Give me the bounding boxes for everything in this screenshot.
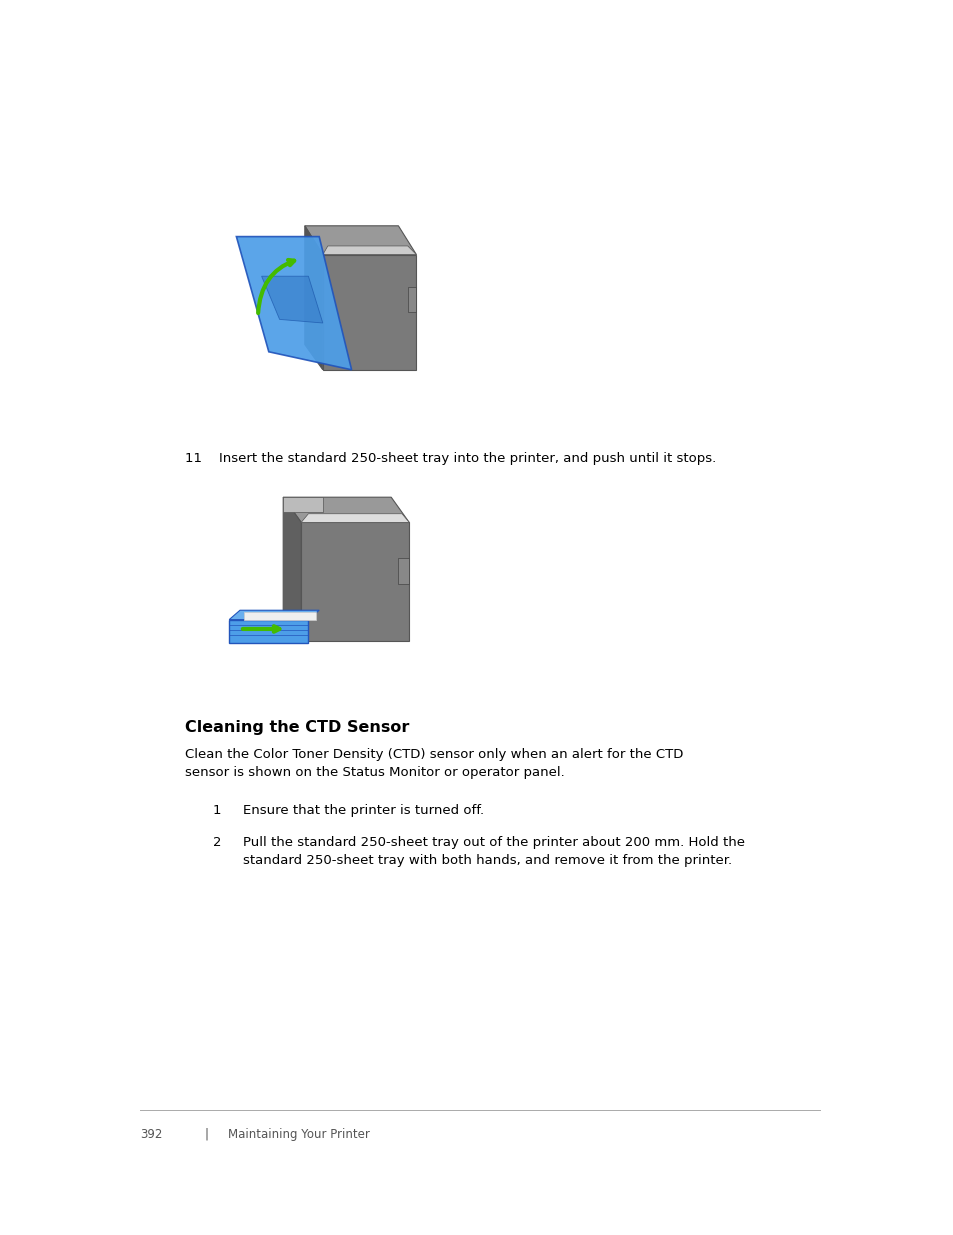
Text: Clean the Color Toner Density (CTD) sensor only when an alert for the CTD
sensor: Clean the Color Toner Density (CTD) sens… <box>185 748 682 779</box>
Polygon shape <box>229 610 319 620</box>
Bar <box>407 287 416 312</box>
Text: 392: 392 <box>140 1128 162 1141</box>
Polygon shape <box>301 514 409 522</box>
Polygon shape <box>304 226 322 369</box>
Polygon shape <box>304 226 416 254</box>
Polygon shape <box>243 611 315 620</box>
Text: 11    Insert the standard 250-sheet tray into the printer, and push until it sto: 11 Insert the standard 250-sheet tray in… <box>185 452 716 466</box>
Polygon shape <box>322 254 416 369</box>
Polygon shape <box>283 498 301 641</box>
Polygon shape <box>283 498 322 511</box>
Polygon shape <box>322 246 416 254</box>
Text: |: | <box>205 1128 209 1141</box>
Text: Ensure that the printer is turned off.: Ensure that the printer is turned off. <box>243 804 483 818</box>
Text: 2: 2 <box>213 836 221 848</box>
Text: Pull the standard 250-sheet tray out of the printer about 200 mm. Hold the
stand: Pull the standard 250-sheet tray out of … <box>243 836 744 867</box>
Polygon shape <box>229 620 308 643</box>
Polygon shape <box>261 277 322 324</box>
Bar <box>398 558 409 584</box>
Polygon shape <box>283 498 409 522</box>
Text: 1: 1 <box>213 804 221 818</box>
Polygon shape <box>236 237 352 369</box>
Polygon shape <box>301 522 409 641</box>
Text: Cleaning the CTD Sensor: Cleaning the CTD Sensor <box>185 720 409 735</box>
Text: Maintaining Your Printer: Maintaining Your Printer <box>228 1128 370 1141</box>
